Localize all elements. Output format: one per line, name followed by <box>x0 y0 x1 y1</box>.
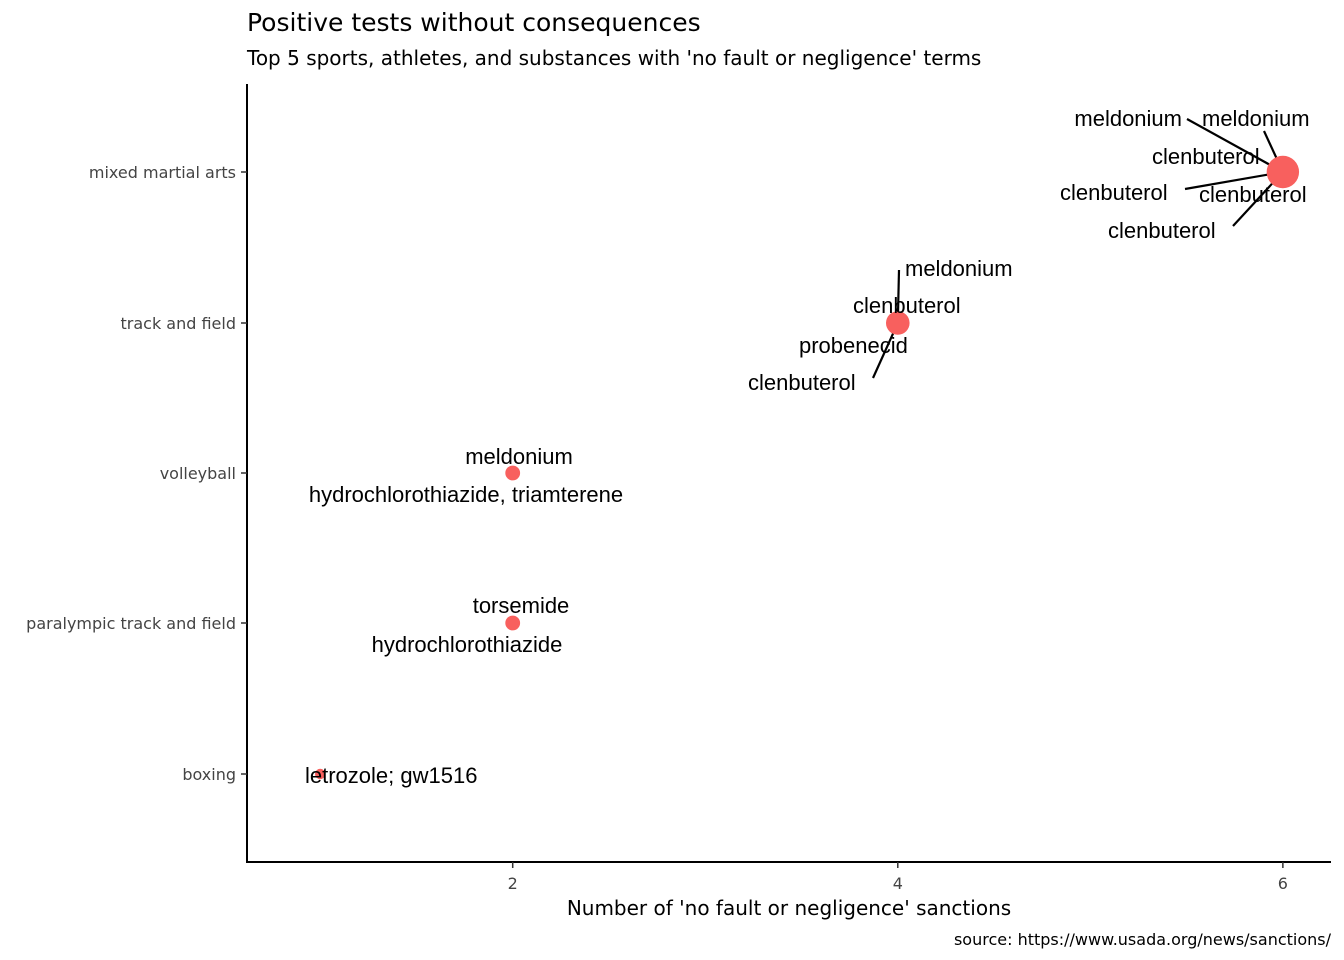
y-axis-ticks: boxing paralympic track and field volleyba… <box>26 163 247 784</box>
data-point <box>885 311 910 335</box>
point-label: clenbuterol <box>853 293 961 318</box>
y-tick-label: boxing <box>182 765 236 784</box>
y-tick-label: paralympic track and field <box>26 614 236 633</box>
point-label: clenbuterol <box>1199 182 1307 207</box>
point-label: hydrochlorothiazide <box>372 632 563 657</box>
data-point <box>505 615 521 631</box>
label-leader-line <box>1184 170 1284 191</box>
point-label: clenbuterol <box>1108 218 1216 243</box>
point-label: meldonium <box>905 256 1013 281</box>
data-point <box>1266 155 1300 189</box>
chart-title: Positive tests without consequences <box>247 8 701 37</box>
point-label: probenecid <box>799 333 908 358</box>
x-axis-ticks: 2 4 6 <box>508 862 1288 893</box>
chart-caption: source: https://www.usada.org/news/sanct… <box>954 930 1332 949</box>
point-labels: meldonium meldonium clenbuterol clenbuterol… <box>305 106 1310 788</box>
data-point <box>314 768 326 780</box>
point-label: letrozole; gw1516 <box>305 763 477 788</box>
point-label: meldonium <box>1074 106 1182 131</box>
x-axis-title: Number of 'no fault or negligence' sanct… <box>567 896 1011 920</box>
point-label: meldonium <box>1202 106 1310 131</box>
x-tick-label: 4 <box>893 874 903 893</box>
data-points <box>314 155 1300 780</box>
point-label: clenbuterol <box>1060 180 1168 205</box>
x-tick-label: 6 <box>1278 874 1288 893</box>
label-leader-line <box>1186 118 1284 173</box>
y-tick-label: mixed martial arts <box>89 163 236 182</box>
point-label: clenbuterol <box>748 370 856 395</box>
point-label: torsemide <box>473 593 570 618</box>
y-tick-label: volleyball <box>160 464 236 483</box>
point-label: meldonium <box>465 444 573 469</box>
chart-subtitle: Top 5 sports, athletes, and substances w… <box>246 46 981 70</box>
y-tick-label: track and field <box>120 314 236 333</box>
point-label: clenbuterol <box>1152 144 1260 169</box>
point-label: hydrochlorothiazide, triamterene <box>309 482 623 507</box>
x-tick-label: 2 <box>508 874 518 893</box>
data-point <box>505 465 521 481</box>
